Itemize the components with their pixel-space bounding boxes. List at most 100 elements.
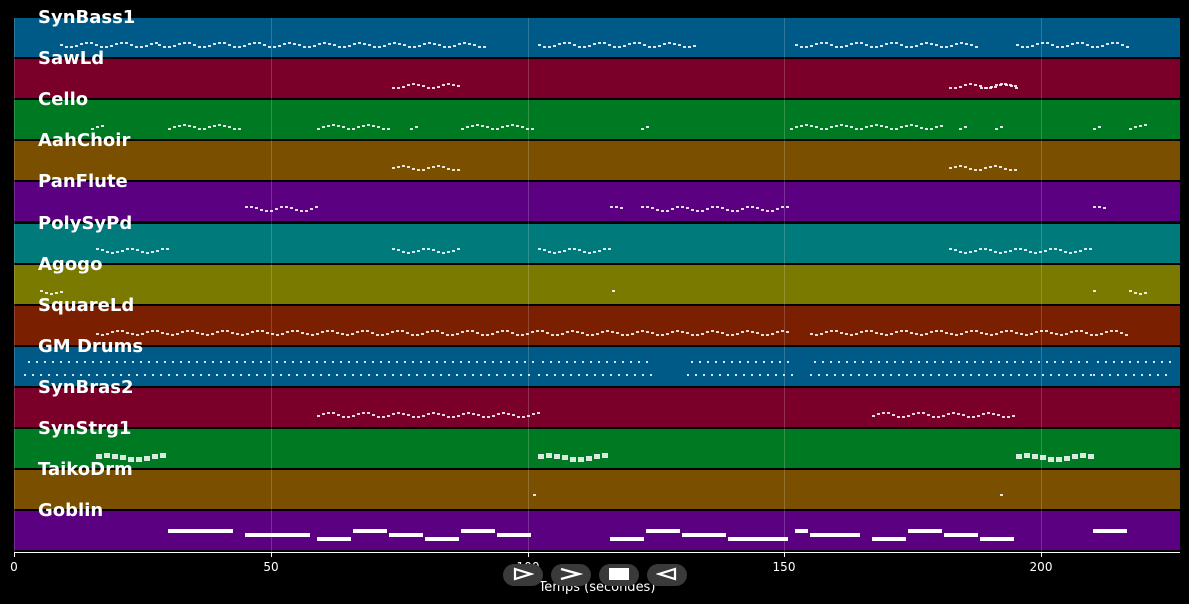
- track-label: PanFlute: [38, 171, 128, 192]
- note: [896, 416, 900, 418]
- note: [371, 332, 375, 334]
- play-button[interactable]: [503, 564, 543, 586]
- note: [466, 330, 470, 332]
- note: [310, 208, 314, 210]
- note: [508, 361, 511, 363]
- note: [507, 413, 511, 415]
- x-axis-line: [14, 552, 1180, 553]
- stop-button[interactable]: [599, 564, 639, 586]
- note: [357, 42, 361, 44]
- note: [698, 361, 701, 363]
- note: [838, 361, 841, 363]
- note: [765, 210, 769, 212]
- note: [885, 334, 889, 336]
- note: [436, 330, 440, 332]
- note: [581, 332, 585, 334]
- note: [168, 529, 233, 533]
- note: [746, 361, 749, 363]
- note: [911, 413, 915, 415]
- note: [745, 206, 749, 208]
- note: [224, 374, 227, 376]
- note: [212, 361, 215, 363]
- note: [357, 126, 361, 128]
- note: [1092, 374, 1095, 376]
- note: [609, 374, 612, 376]
- note: [1108, 374, 1111, 376]
- note: [377, 126, 381, 128]
- note: [616, 332, 620, 334]
- forward-button[interactable]: [551, 564, 591, 586]
- note: [1125, 46, 1129, 48]
- note: [1028, 251, 1032, 253]
- note: [441, 332, 445, 334]
- note: [141, 333, 145, 335]
- note: [962, 374, 965, 376]
- note: [1152, 361, 1155, 363]
- x-axis-label: Temps (secondes): [538, 580, 656, 595]
- note: [1066, 374, 1069, 376]
- note: [404, 361, 407, 363]
- note: [582, 251, 586, 253]
- note: [968, 251, 972, 253]
- note: [727, 537, 788, 541]
- note: [824, 128, 828, 130]
- note: [496, 374, 499, 376]
- note: [776, 331, 780, 333]
- note: [799, 46, 803, 48]
- note: [364, 361, 367, 363]
- note: [247, 43, 251, 45]
- note: [585, 456, 592, 461]
- note: [52, 361, 55, 363]
- note: [251, 331, 255, 333]
- note: [411, 168, 415, 170]
- note: [95, 44, 99, 46]
- note: [1015, 332, 1019, 334]
- note: [520, 126, 524, 128]
- note: [834, 125, 838, 127]
- note: [886, 361, 889, 363]
- note: [70, 46, 74, 48]
- note: [785, 206, 789, 208]
- note: [573, 361, 576, 363]
- note: [1090, 334, 1094, 336]
- note: [1074, 374, 1077, 376]
- note: [327, 125, 331, 127]
- note: [196, 332, 200, 334]
- note: [204, 361, 207, 363]
- note: [461, 331, 465, 333]
- note: [999, 83, 1003, 85]
- note: [431, 249, 435, 251]
- note: [1047, 457, 1054, 462]
- note: [810, 374, 813, 376]
- note: [346, 334, 350, 336]
- track-band: [14, 470, 1180, 509]
- note: [447, 416, 451, 418]
- note: [416, 374, 419, 376]
- note: [1014, 361, 1017, 363]
- note: [352, 415, 356, 417]
- note: [1085, 332, 1089, 334]
- note: [963, 166, 967, 168]
- note: [260, 209, 264, 211]
- note: [291, 330, 295, 332]
- note: [536, 330, 540, 332]
- note: [859, 42, 863, 44]
- note: [226, 330, 230, 332]
- note: [842, 374, 845, 376]
- note: [970, 330, 974, 332]
- note: [552, 45, 556, 47]
- note: [317, 43, 321, 45]
- note: [144, 374, 147, 376]
- note: [948, 167, 952, 169]
- note: [396, 330, 400, 332]
- note: [495, 128, 499, 130]
- note: [141, 251, 145, 253]
- note: [611, 331, 615, 333]
- rewind-button[interactable]: [647, 564, 687, 586]
- note: [1073, 251, 1077, 253]
- note: [939, 46, 943, 48]
- note: [592, 43, 596, 45]
- note: [871, 537, 906, 541]
- note: [281, 333, 285, 335]
- grid-line: [1041, 18, 1042, 552]
